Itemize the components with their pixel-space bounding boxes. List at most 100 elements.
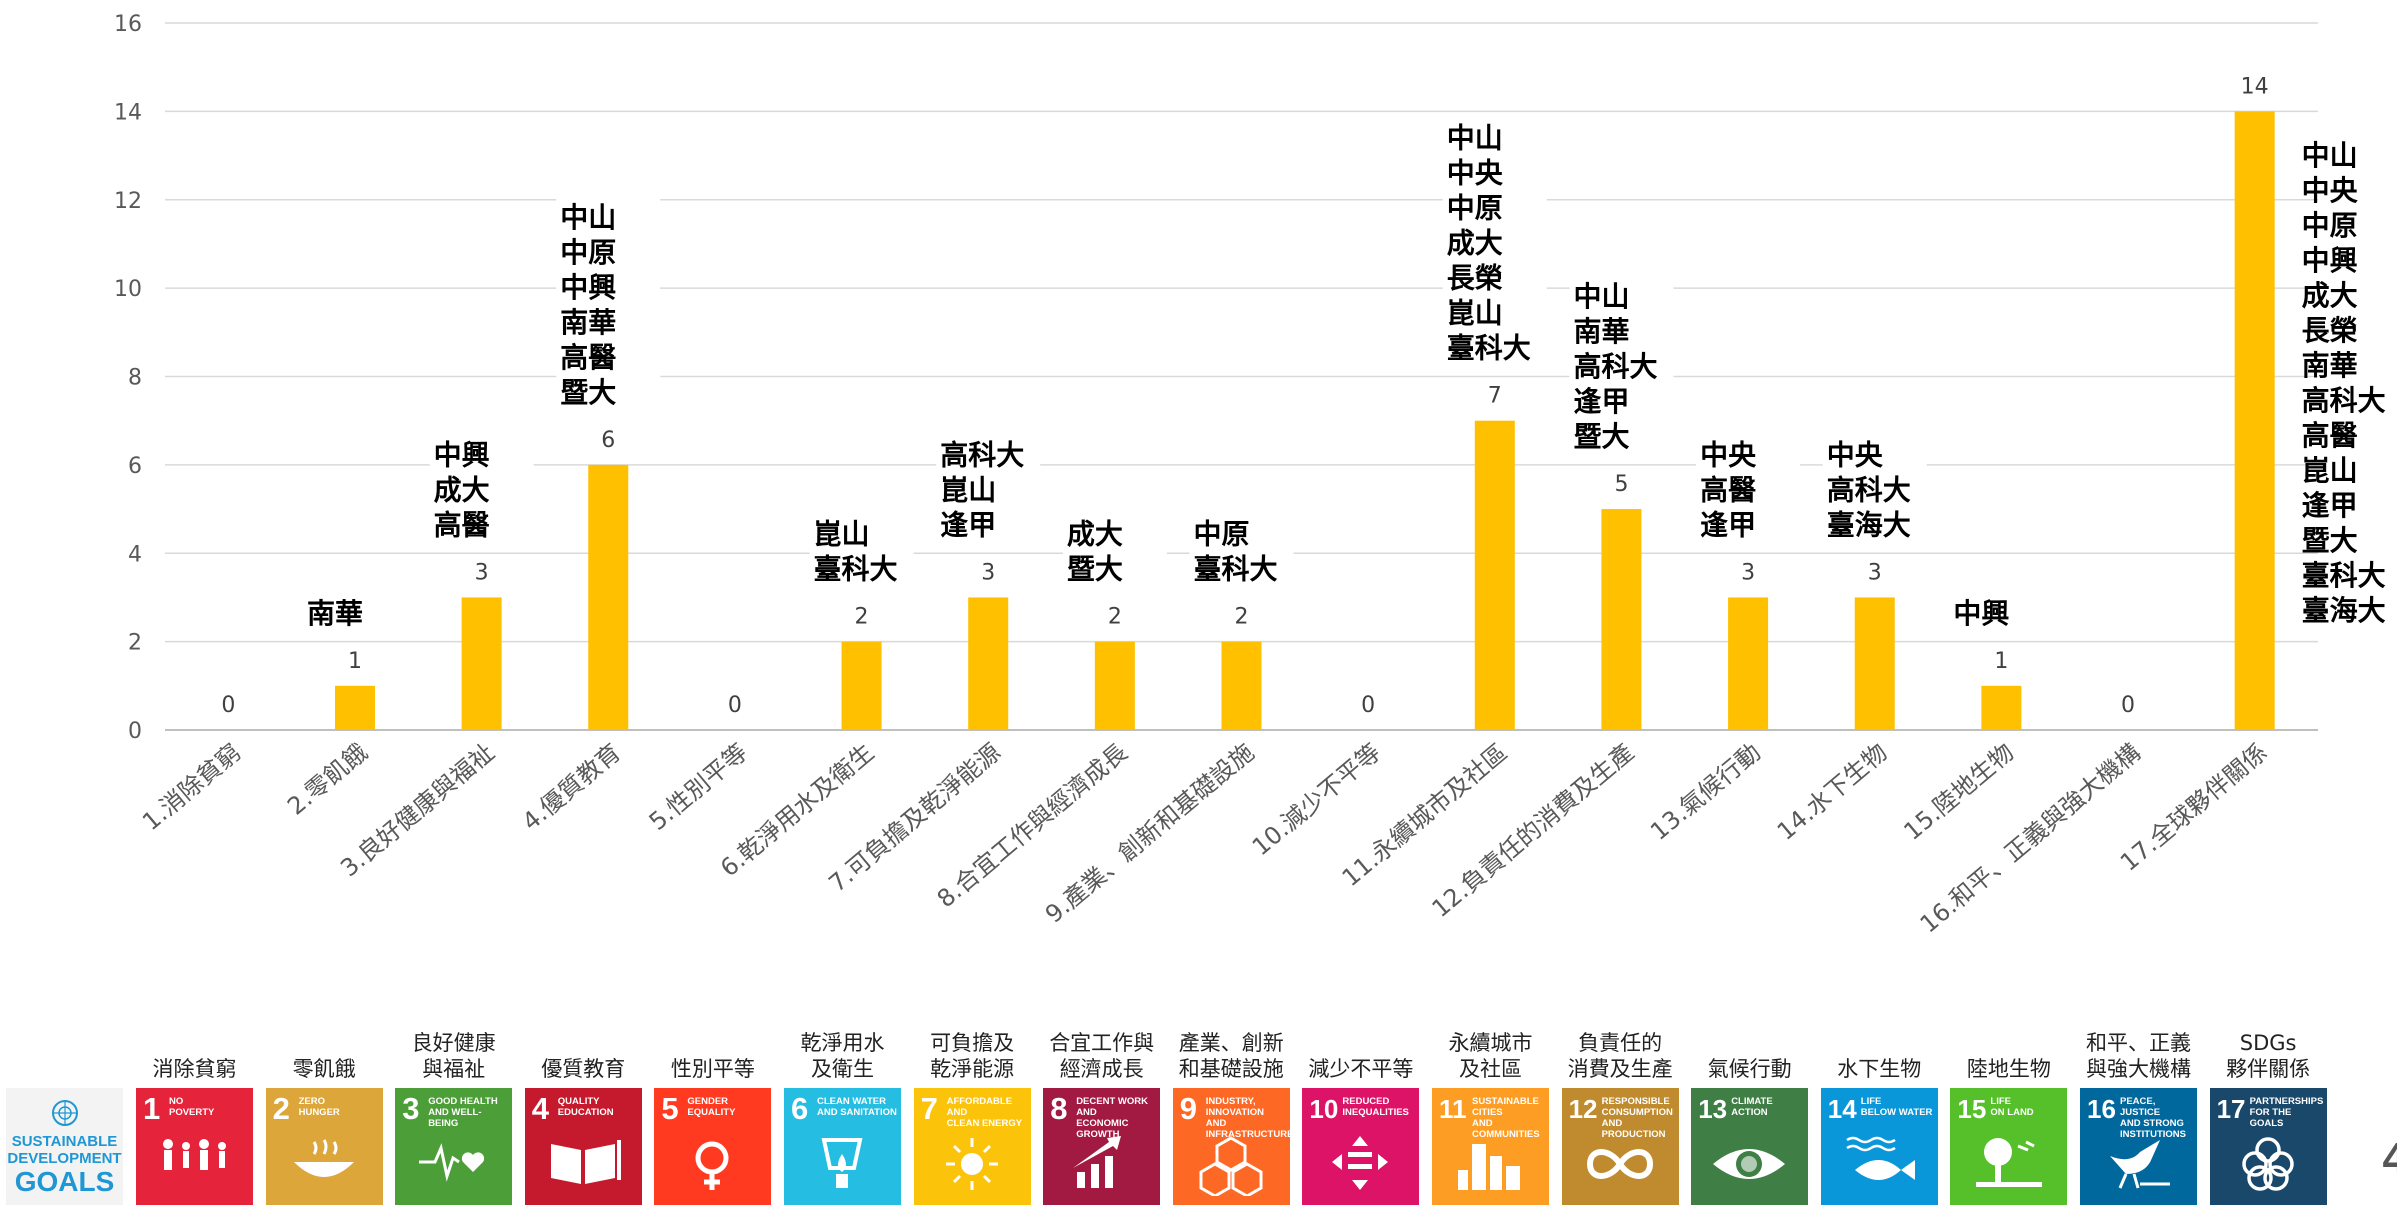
sdg-goal-caption: INDUSTRY, INNOVATION AND INFRASTRUCTURE	[1205, 1096, 1290, 1140]
university-label-bg	[1569, 312, 1674, 348]
sdg-goal-number: 4	[531, 1091, 550, 1126]
value-label: 3	[981, 560, 995, 585]
sdg-chinese-name: 性別平等	[670, 1057, 755, 1081]
university-label: 中原	[1194, 518, 1250, 551]
university-label: 臺科大	[814, 553, 898, 586]
sdg-goal-number: 14	[1827, 1094, 1857, 1124]
logo-line-3: GOALS	[14, 1166, 115, 1197]
university-label: 中央	[2302, 174, 2359, 207]
university-label-bg	[556, 197, 661, 233]
university-label: 高科大	[1827, 473, 1911, 506]
value-label: 3	[1868, 560, 1882, 585]
x-tick-label: 12.負責任的消費及生產	[1427, 738, 1640, 923]
sdg-goal-number: 16	[2087, 1094, 2116, 1124]
university-label-bg	[1062, 549, 1167, 585]
y-tick-label: 2	[128, 631, 142, 656]
university-label: 成大	[434, 473, 490, 506]
university-label-bg	[429, 505, 534, 541]
y-tick-label: 4	[128, 542, 142, 567]
university-label: 中興	[2302, 244, 2358, 277]
university-label: 長榮	[2302, 314, 2358, 347]
university-label: 逢甲	[940, 508, 996, 541]
university-label-bg	[1696, 435, 1801, 471]
y-tick-label: 6	[128, 454, 142, 479]
value-label: 2	[1108, 605, 1122, 630]
bar	[334, 685, 375, 730]
university-label-bg	[556, 302, 661, 338]
sdg-goal-caption: PARTNERSHIPS FOR THE GOALS	[2249, 1096, 2324, 1129]
bar	[1221, 641, 1262, 730]
x-tick-label: 14.水下生物	[1772, 738, 1893, 846]
sdg-goal-tile: 12 RESPONSIBLE CONSUMPTION AND PRODUCTION	[1561, 1088, 1679, 1205]
university-label-bg	[1569, 347, 1674, 383]
university-label: 高醫	[434, 508, 490, 541]
sdg-goal-caption: CLEAN WATER AND SANITATION	[817, 1096, 897, 1118]
sdg-chinese-name: 和平、正義 與強大機構	[2086, 1031, 2191, 1081]
water-drop-icon	[821, 1138, 863, 1188]
y-tick-label: 0	[128, 719, 142, 744]
tree-icon	[1976, 1138, 2043, 1187]
university-label-bg	[1822, 505, 1927, 541]
sdg-goal-caption: LIFE BELOW WATER	[1860, 1096, 1933, 1118]
bar	[1728, 597, 1769, 730]
university-label: 中央	[1700, 438, 1757, 471]
university-label: 中原	[1447, 192, 1503, 225]
sdg-goal-caption: PEACE, JUSTICE AND STRONG INSTITUTIONS	[2120, 1096, 2186, 1140]
university-label-bg	[1569, 277, 1674, 313]
y-tick-label: 14	[114, 100, 142, 125]
university-label: 中央	[1827, 438, 1884, 471]
university-label-bg	[1062, 514, 1167, 550]
sdg-icon-strip: SUSTAINABLE DEVELOPMENT GOALS 消除貧窮 1 NO PO…	[0, 1020, 2397, 1208]
sdg-goal-tile: 4 QUALITY EDUCATION	[524, 1088, 642, 1205]
university-label: 高科大	[1573, 350, 1657, 383]
y-tick-label: 16	[114, 12, 142, 37]
y-tick-label: 8	[128, 366, 142, 391]
value-label: 3	[475, 560, 489, 585]
university-label-bg	[809, 514, 914, 550]
university-label: 崑山	[814, 518, 870, 551]
university-label-bg	[1442, 328, 1547, 364]
university-label: 南華	[307, 597, 363, 630]
bar	[1474, 420, 1515, 730]
sdg-goal-tile: 14 LIFE BELOW WATER	[1820, 1088, 1938, 1205]
sdg-goal-caption: QUALITY EDUCATION	[557, 1096, 614, 1118]
sdg-goal-tile: 16 PEACE, JUSTICE AND STRONG INSTITUTIONS	[2080, 1088, 2197, 1205]
sdg-goal-caption: GOOD HEALTH AND WELL-BEING	[428, 1096, 498, 1129]
university-label: 臺科大	[1447, 332, 1531, 365]
university-label: 暨大	[1573, 420, 1629, 453]
university-label-bg	[936, 470, 1041, 506]
university-label-bg	[1569, 382, 1674, 418]
university-label-bg	[302, 593, 407, 629]
university-label-bg	[556, 372, 661, 408]
university-label: 暨大	[560, 376, 616, 409]
sdg-chinese-name: 水下生物	[1837, 1057, 1922, 1081]
x-tick-label: 5.性別平等	[644, 738, 753, 836]
sdg-goal-caption: CLIMATE ACTION	[1731, 1096, 1773, 1118]
university-label: 中原	[560, 236, 616, 269]
cubes-icon	[1199, 1136, 1263, 1196]
sdg-goal-tile: 17 PARTNERSHIPS FOR THE GOALS	[2209, 1088, 2327, 1205]
university-label: 中央	[1447, 157, 1504, 190]
university-label-bg	[429, 470, 534, 506]
y-axis-ticks: 0 2 4 6 8 10 12 14 16	[114, 12, 142, 744]
university-label: 中興	[1953, 597, 2009, 630]
sdg-goal-caption: LIFE ON LAND	[1990, 1096, 2034, 1118]
y-tick-label: 12	[114, 189, 142, 214]
university-label: 高科大	[2302, 384, 2386, 417]
university-label-bg	[809, 549, 914, 585]
university-label: 臺海大	[1827, 508, 1911, 541]
value-label: 6	[601, 428, 615, 453]
heartbeat-icon	[419, 1143, 485, 1182]
university-label-bg	[1696, 505, 1801, 541]
sdg-goal-caption: REDUCED INEQUALITIES	[1342, 1096, 1409, 1118]
university-label-bg	[1822, 470, 1927, 506]
sdg-goal-caption: DECENT WORK AND ECONOMIC GROWTH	[1076, 1096, 1148, 1140]
sdg-goal-caption: RESPONSIBLE CONSUMPTION AND PRODUCTION	[1601, 1096, 1673, 1140]
university-label-bg	[1442, 188, 1547, 224]
university-label-bg	[936, 505, 1041, 541]
logo-line-2: DEVELOPMENT	[7, 1150, 122, 1167]
y-tick-label: 10	[114, 277, 142, 302]
university-label: 崑山	[1447, 297, 1503, 330]
